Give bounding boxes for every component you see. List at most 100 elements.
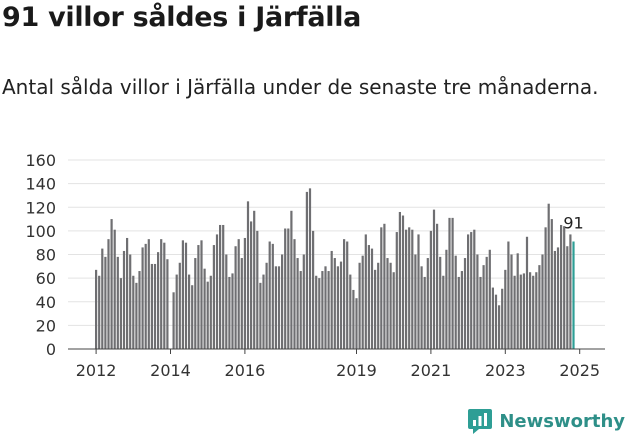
- bar: [333, 258, 336, 349]
- bar: [240, 258, 243, 349]
- bar: [274, 266, 277, 349]
- bar: [126, 237, 129, 349]
- bar: [141, 247, 144, 349]
- newsworthy-logo-icon: [468, 409, 493, 434]
- bar: [386, 258, 389, 349]
- bar: [432, 209, 436, 349]
- bar: [389, 262, 392, 349]
- bar: [355, 298, 358, 349]
- bar: [95, 269, 98, 349]
- bar: [271, 243, 274, 349]
- bar: [293, 239, 296, 349]
- bar: [138, 271, 141, 349]
- bar: [246, 201, 250, 349]
- bar: [253, 210, 256, 349]
- bar: [212, 245, 215, 349]
- bar: [429, 230, 432, 349]
- bar: [324, 266, 327, 349]
- bar: [197, 245, 200, 349]
- bar: [113, 229, 116, 349]
- y-tick-label: 60: [36, 269, 56, 288]
- x-tick-label: 2012: [76, 361, 117, 380]
- bar: [184, 242, 188, 349]
- bar: [414, 254, 417, 349]
- bar: [445, 249, 448, 349]
- bar: [116, 256, 119, 349]
- bar: [349, 274, 352, 349]
- bar: [188, 274, 191, 349]
- bar: [318, 278, 321, 349]
- bar: [209, 275, 212, 349]
- bar: [104, 256, 107, 349]
- bar: [122, 250, 126, 349]
- bar-latest: [572, 241, 575, 349]
- bar: [525, 236, 529, 349]
- bar: [215, 234, 219, 349]
- bar: [129, 254, 132, 349]
- bar: [488, 249, 491, 349]
- bar: [364, 234, 367, 349]
- bar: [206, 281, 209, 349]
- bar: [482, 265, 485, 349]
- bar: [262, 274, 265, 349]
- latest-value-label: 91: [563, 214, 583, 233]
- bar: [346, 241, 349, 349]
- x-tick-label: 2025: [559, 361, 600, 380]
- bar: [383, 223, 386, 349]
- y-tick-label: 40: [36, 293, 56, 312]
- bar: [200, 240, 203, 349]
- bar: [302, 254, 305, 349]
- bar: [268, 241, 271, 349]
- x-tick-label: 2014: [150, 361, 191, 380]
- bar: [339, 261, 343, 349]
- bar: [367, 245, 370, 349]
- bar: [504, 269, 507, 349]
- bar: [308, 188, 312, 349]
- brand-logo: Newsworthy: [467, 407, 625, 435]
- bar: [454, 255, 457, 349]
- x-tick-label: 2019: [336, 361, 377, 380]
- bar: [237, 239, 240, 349]
- bar: [395, 232, 398, 349]
- x-axis-ticks: 2012 2014 2016 2019 2021 2023 2025: [68, 348, 605, 380]
- bar: [547, 203, 550, 349]
- bar: [157, 252, 160, 349]
- bar: [507, 241, 510, 349]
- bar: [101, 248, 104, 349]
- bar: [305, 191, 308, 349]
- bar: [281, 254, 284, 349]
- bar: [451, 217, 454, 349]
- bar: [299, 271, 302, 349]
- bar: [541, 254, 544, 349]
- bar: [473, 229, 476, 349]
- bar: [460, 271, 463, 349]
- bar: [290, 210, 293, 349]
- brand-name: Newsworthy: [499, 410, 625, 432]
- bar: [501, 288, 504, 349]
- bar: [470, 232, 473, 349]
- bar: [519, 274, 522, 349]
- bar: [98, 275, 101, 349]
- bar: [181, 240, 184, 349]
- bar: [556, 247, 560, 349]
- bar: [296, 258, 299, 349]
- bar: [172, 292, 175, 349]
- bar: [392, 272, 395, 349]
- bar: [560, 224, 563, 349]
- bar: [243, 237, 246, 349]
- bar: [457, 276, 460, 349]
- bar: [256, 230, 259, 349]
- bar: [330, 250, 333, 349]
- bar: [352, 289, 355, 349]
- bar: [370, 248, 374, 349]
- x-tick-label: 2023: [485, 361, 526, 380]
- bar: [498, 305, 501, 349]
- bar: [405, 229, 408, 349]
- bar: [284, 228, 287, 349]
- y-tick-label: 100: [25, 222, 56, 241]
- bar: [439, 256, 442, 349]
- bar: [377, 262, 380, 349]
- bar: [544, 227, 547, 349]
- bar: [147, 239, 150, 349]
